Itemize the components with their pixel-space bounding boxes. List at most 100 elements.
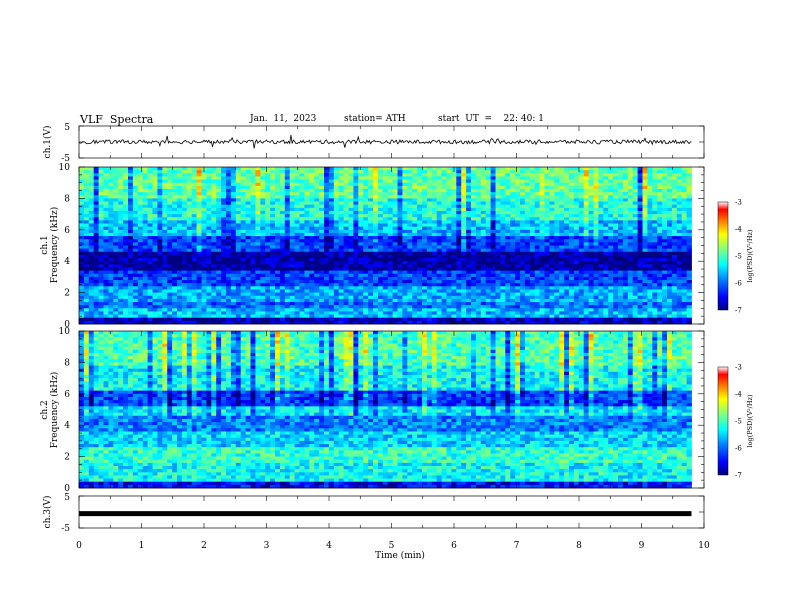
spectrogram-cell bbox=[285, 252, 290, 256]
spectrogram-cell bbox=[451, 277, 456, 281]
spectrogram-cell bbox=[422, 211, 427, 215]
spectrogram-cell bbox=[300, 236, 305, 240]
spectrogram-cell bbox=[84, 214, 89, 218]
spectrogram-cell bbox=[559, 271, 564, 275]
spectrogram-cell bbox=[491, 274, 496, 278]
spectrogram-cell bbox=[358, 277, 363, 281]
spectrogram-cell bbox=[339, 236, 344, 240]
spectrogram-cell bbox=[314, 264, 319, 268]
spectrogram-cell bbox=[525, 239, 530, 243]
spectrogram-cell bbox=[153, 167, 158, 171]
spectrogram-cell bbox=[344, 242, 349, 246]
spectrogram-cell bbox=[275, 186, 280, 190]
spectrogram-cell bbox=[677, 227, 682, 231]
spectrogram-cell bbox=[613, 195, 618, 199]
spectrogram-cell bbox=[603, 233, 608, 237]
spectrogram-cell bbox=[251, 280, 256, 284]
spectrogram-cell bbox=[118, 186, 123, 190]
spectrogram-cell bbox=[647, 286, 652, 290]
spectrogram-cell bbox=[265, 277, 270, 281]
spectrogram-cell bbox=[476, 183, 481, 187]
spectrogram-cell bbox=[206, 239, 211, 243]
spectrogram-cell bbox=[633, 227, 638, 231]
spectrogram-cell bbox=[417, 195, 422, 199]
spectrogram-cell bbox=[481, 173, 486, 177]
spectrogram-cell bbox=[177, 249, 182, 253]
spectrogram-cell bbox=[476, 208, 481, 212]
spectrogram-cell bbox=[500, 249, 505, 253]
spectrogram-cell bbox=[628, 180, 633, 184]
spectrogram-cell bbox=[79, 198, 84, 202]
spectrogram-cell bbox=[275, 283, 280, 287]
spectrogram-cell bbox=[643, 220, 648, 224]
spectrogram-cell bbox=[89, 239, 94, 243]
spectrogram-cell bbox=[246, 252, 251, 256]
spectrogram-cell bbox=[162, 205, 167, 209]
spectrogram-cell bbox=[559, 252, 564, 256]
spectrogram-cell bbox=[481, 277, 486, 281]
spectrogram-cell bbox=[594, 176, 599, 180]
spectrogram-cell bbox=[89, 249, 94, 253]
spectrogram-cell bbox=[236, 208, 241, 212]
spectrogram-cell bbox=[486, 242, 491, 246]
spectrogram-cell bbox=[216, 242, 221, 246]
spectrogram-cell bbox=[559, 261, 564, 265]
spectrogram-cell bbox=[270, 189, 275, 193]
spectrogram-cell bbox=[412, 227, 417, 231]
spectrogram-cell bbox=[192, 255, 197, 259]
spectrogram-cell bbox=[608, 280, 613, 284]
spectrogram-cell bbox=[579, 220, 584, 224]
spectrogram-cell bbox=[608, 217, 613, 221]
spectrogram-cell bbox=[290, 261, 295, 265]
spectrogram-cell bbox=[451, 252, 456, 256]
spectrogram-cell bbox=[393, 258, 398, 262]
spectrogram-cell bbox=[466, 233, 471, 237]
spectrogram-cell bbox=[422, 176, 427, 180]
spectrogram-cell bbox=[623, 280, 628, 284]
spectrogram-cell bbox=[358, 255, 363, 259]
spectrogram-cell bbox=[275, 258, 280, 262]
spectrogram-cell bbox=[104, 274, 109, 278]
spectrogram-cell bbox=[300, 258, 305, 262]
spectrogram-cell bbox=[687, 186, 692, 190]
spectrogram-cell bbox=[486, 205, 491, 209]
spectrogram-cell bbox=[108, 246, 113, 250]
spectrogram-cell bbox=[143, 242, 148, 246]
spectrogram-cell bbox=[422, 286, 427, 290]
spectrogram-cell bbox=[461, 236, 466, 240]
spectrogram-cell bbox=[628, 246, 633, 250]
spectrogram-cell bbox=[432, 236, 437, 240]
spectrogram-cell bbox=[500, 246, 505, 250]
spectrogram-cell bbox=[647, 274, 652, 278]
spectrogram-cell bbox=[309, 267, 314, 271]
spectrogram-cell bbox=[246, 227, 251, 231]
spectrogram-cell bbox=[368, 274, 373, 278]
spectrogram-cell bbox=[197, 277, 202, 281]
spectrogram-cell bbox=[388, 227, 393, 231]
spectrogram-cell bbox=[481, 183, 486, 187]
spectrogram-cell bbox=[628, 208, 633, 212]
spectrogram-cell bbox=[334, 246, 339, 250]
spectrogram-cell bbox=[618, 189, 623, 193]
spectrogram-cell bbox=[84, 286, 89, 290]
spectrogram-cell bbox=[368, 220, 373, 224]
spectrogram-cell bbox=[427, 167, 432, 171]
spectrogram-cell bbox=[471, 186, 476, 190]
spectrogram-cell bbox=[427, 170, 432, 174]
spectrogram-cell bbox=[510, 255, 515, 259]
spectrogram-cell bbox=[638, 167, 643, 171]
spectrogram-cell bbox=[153, 258, 158, 262]
spectrogram-cell bbox=[353, 198, 358, 202]
spectrogram-cell bbox=[672, 252, 677, 256]
spectrogram-cell bbox=[549, 195, 554, 199]
spectrogram-cell bbox=[461, 246, 466, 250]
spectrogram-cell bbox=[432, 286, 437, 290]
spectrogram-cell bbox=[339, 249, 344, 253]
spectrogram-cell bbox=[540, 176, 545, 180]
spectrogram-cell bbox=[182, 242, 187, 246]
spectrogram-cell bbox=[177, 267, 182, 271]
spectrogram-cell bbox=[118, 192, 123, 196]
spectrogram-cell bbox=[486, 170, 491, 174]
spectrogram-cell bbox=[510, 271, 515, 275]
spectrogram-cell bbox=[447, 186, 452, 190]
